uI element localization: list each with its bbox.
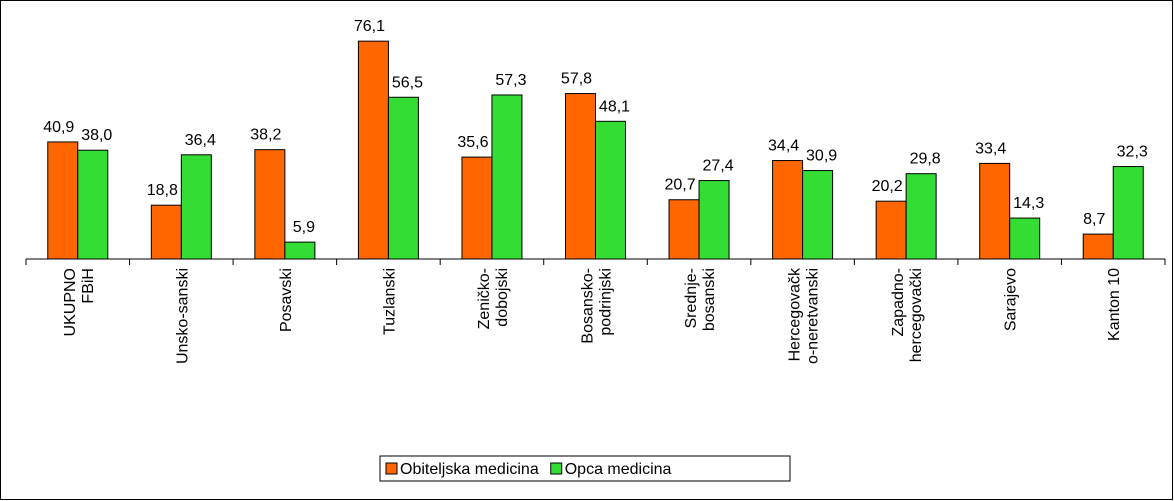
x-tick-label: Tuzlanski bbox=[381, 268, 398, 335]
value-label: 30,9 bbox=[806, 148, 837, 165]
bar bbox=[284, 241, 316, 260]
x-tick-label-line: hercegovački bbox=[908, 268, 925, 362]
x-tick-label: Srednje-bosanski bbox=[683, 268, 718, 331]
x-tick-label: Bosansko-podrinjski bbox=[580, 268, 615, 344]
value-label: 27,4 bbox=[702, 158, 733, 175]
value-label: 5,9 bbox=[293, 219, 315, 236]
value-label: 35,6 bbox=[457, 134, 488, 151]
value-label: 38,0 bbox=[81, 127, 112, 144]
x-tick-label: Kanton 10 bbox=[1106, 268, 1123, 341]
bar bbox=[802, 170, 834, 260]
bar bbox=[875, 200, 907, 260]
x-tick-label: Zeničko-dobojski bbox=[476, 268, 511, 329]
bar bbox=[1112, 166, 1144, 260]
value-label: 57,3 bbox=[495, 72, 526, 89]
bar bbox=[491, 94, 523, 260]
value-label: 8,7 bbox=[1083, 211, 1105, 228]
x-tick-label-line: Zeničko- bbox=[476, 268, 493, 329]
bar bbox=[595, 120, 626, 260]
bar bbox=[461, 156, 493, 260]
bar bbox=[180, 154, 212, 260]
legend-label: Obiteljska medicina bbox=[400, 461, 539, 478]
value-label: 40,9 bbox=[43, 119, 74, 136]
bar bbox=[1082, 233, 1114, 260]
x-tick-label-line: o-neretvanski bbox=[805, 268, 822, 364]
bar bbox=[47, 141, 79, 260]
value-label: 34,4 bbox=[768, 138, 799, 155]
legend-swatch bbox=[385, 462, 398, 475]
x-tick-label: Zapadno-hercegovački bbox=[890, 268, 925, 362]
x-tick-label-line: Posavski bbox=[278, 268, 295, 332]
value-label: 32,3 bbox=[1117, 144, 1148, 161]
x-tick-label-line: Hercegovačk bbox=[787, 267, 804, 361]
value-label: 20,2 bbox=[872, 178, 903, 195]
bar bbox=[77, 149, 109, 260]
x-tick-label: Unsko-sanski bbox=[174, 268, 191, 364]
x-tick-label-line: Srednje- bbox=[683, 268, 700, 328]
x-tick-label-line: podrinjski bbox=[598, 268, 615, 336]
x-tick-label-line: bosanski bbox=[701, 268, 718, 331]
value-label: 18,8 bbox=[147, 182, 178, 199]
bar bbox=[565, 93, 596, 260]
bar bbox=[668, 199, 700, 260]
bar bbox=[150, 204, 182, 260]
value-label: 76,1 bbox=[354, 18, 385, 35]
bar bbox=[387, 96, 419, 260]
bar bbox=[772, 160, 804, 260]
x-tick-label-line: Tuzlanski bbox=[381, 268, 398, 335]
x-tick-label-line: FBiH bbox=[80, 268, 97, 304]
x-tick-label: Sarajevo bbox=[1003, 268, 1020, 331]
bar bbox=[698, 180, 730, 260]
bar bbox=[254, 149, 286, 260]
x-tick-label: Posavski bbox=[278, 268, 295, 332]
x-tick-label-line: UKUPNO bbox=[62, 268, 79, 336]
bar bbox=[905, 173, 937, 260]
value-label: 36,4 bbox=[185, 132, 216, 149]
x-tick-label-line: Zapadno- bbox=[890, 268, 907, 337]
x-tick-label: Hercegovačko-neretvanski bbox=[787, 267, 822, 364]
legend-label: Opca medicina bbox=[565, 461, 672, 478]
x-tick-label: UKUPNOFBiH bbox=[62, 268, 97, 336]
legend-swatch bbox=[550, 462, 563, 475]
x-tick-label-line: Kanton 10 bbox=[1106, 268, 1123, 341]
x-tick-label-line: dobojski bbox=[494, 268, 511, 327]
value-label: 29,8 bbox=[910, 151, 941, 168]
value-label: 20,7 bbox=[664, 177, 695, 194]
x-tick-label-line: Bosansko- bbox=[580, 268, 597, 344]
bar bbox=[357, 40, 389, 260]
value-label: 14,3 bbox=[1013, 195, 1044, 212]
x-tick-label-line: Unsko-sanski bbox=[174, 268, 191, 364]
value-label: 56,5 bbox=[392, 74, 423, 91]
value-label: 38,2 bbox=[250, 127, 281, 144]
legend-box bbox=[379, 455, 791, 482]
value-label: 48,1 bbox=[599, 98, 630, 115]
value-label: 33,4 bbox=[975, 140, 1006, 157]
value-label: 57,8 bbox=[561, 71, 592, 88]
x-tick-label-line: Sarajevo bbox=[1003, 268, 1020, 331]
bar bbox=[979, 162, 1011, 260]
bar bbox=[1009, 217, 1041, 260]
